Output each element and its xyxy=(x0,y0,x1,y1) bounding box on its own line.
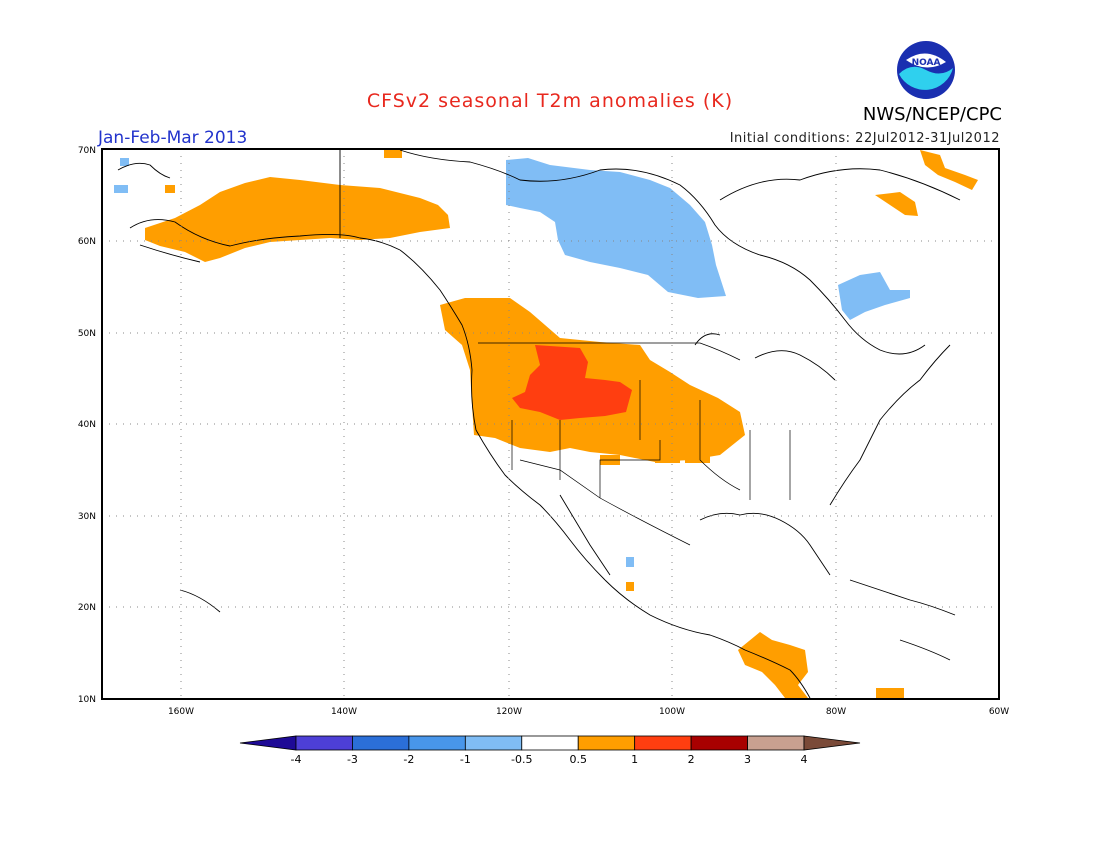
negative-anomaly-region-canada xyxy=(114,158,910,567)
colorbar-tick-label: 2 xyxy=(688,753,695,766)
lat-label: 20N xyxy=(78,603,96,613)
colorbar-tick-label: -1 xyxy=(460,753,471,766)
colorbar-tick-label: -3 xyxy=(347,753,358,766)
lon-label: 140W xyxy=(331,707,357,717)
lon-label: 80W xyxy=(826,707,846,717)
lat-label: 50N xyxy=(78,329,96,339)
lon-label: 100W xyxy=(659,707,685,717)
colorbar-swatch xyxy=(352,735,410,751)
lon-label: 160W xyxy=(168,707,194,717)
map-frame xyxy=(101,148,1000,700)
lon-label: 60W xyxy=(989,707,1009,717)
colorbar-legend: -4 -3 -2 -1 -0.5 0.5 1 2 3 4 xyxy=(239,735,861,766)
colorbar-tick-label: 4 xyxy=(801,753,808,766)
colorbar-swatch xyxy=(690,735,748,751)
lat-label: 40N xyxy=(78,420,96,430)
colorbar-arrow-low xyxy=(239,735,297,751)
colorbar-swatch xyxy=(408,735,466,751)
colorbar-tick-label: -4 xyxy=(291,753,302,766)
lat-label: 10N xyxy=(78,695,96,705)
colorbar-arrow-high xyxy=(803,735,861,751)
initial-conditions-label: Initial conditions: 22Jul2012-31Jul2012 xyxy=(729,131,1000,146)
colorbar-swatch xyxy=(464,735,523,751)
positive-anomaly-region-central-america xyxy=(626,582,904,699)
colorbar-tick-label: 1 xyxy=(631,753,638,766)
colorbar-swatch xyxy=(295,735,353,751)
longitude-labels: 160W 140W 120W 100W 80W 60W xyxy=(168,707,1009,717)
latitude-labels: 70N 60N 50N 40N 30N 20N 10N xyxy=(78,146,96,705)
strong-positive-anomaly-region xyxy=(512,345,632,420)
colorbar-tick-label: -0.5 xyxy=(511,753,532,766)
svg-text:NOAA: NOAA xyxy=(912,58,941,68)
lon-label: 120W xyxy=(496,707,522,717)
agency-label: NWS/NCEP/CPC xyxy=(862,104,1002,125)
colorbar-swatch xyxy=(521,735,579,751)
coastlines xyxy=(117,149,961,699)
lat-label: 70N xyxy=(78,146,96,156)
season-label: Jan-Feb-Mar 2013 xyxy=(98,128,248,148)
colorbar-tick-label: 0.5 xyxy=(569,753,587,766)
lat-label: 60N xyxy=(78,237,96,247)
colorbar-tick-label: 3 xyxy=(744,753,751,766)
chart-title: CFSv2 seasonal T2m anomalies (K) xyxy=(366,90,734,112)
colorbar-swatch xyxy=(577,735,636,751)
political-boundaries xyxy=(478,342,791,546)
graticule xyxy=(102,149,999,699)
lat-label: 30N xyxy=(78,512,96,522)
colorbar-swatch xyxy=(747,735,805,751)
colorbar-swatch xyxy=(634,735,692,751)
colorbar-tick-label: -2 xyxy=(403,753,414,766)
positive-anomaly-region-greenland xyxy=(875,150,978,216)
noaa-logo-icon: NOAA xyxy=(897,41,955,99)
